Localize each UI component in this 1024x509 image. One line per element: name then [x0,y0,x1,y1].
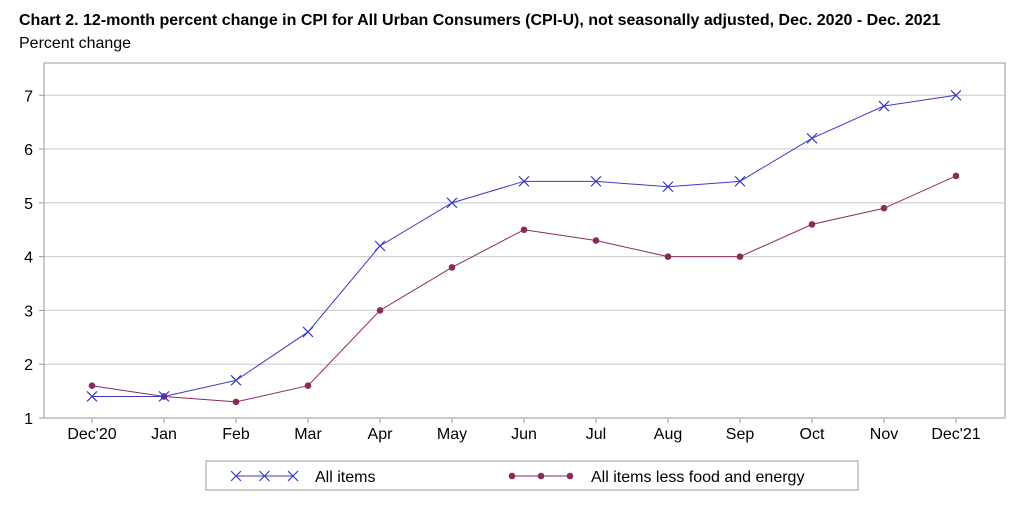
x-tick-label: Aug [654,426,682,443]
data-point-0-0-stroke-b [86,391,98,402]
x-tick-label: Jul [586,426,606,443]
data-point-0-1 [158,391,170,402]
data-point-1-10 [808,221,816,228]
series-line-1 [91,175,957,403]
x-tick-label: Jan [151,426,177,443]
data-point-1-7 [592,237,600,244]
data-point-0-11-stroke-b [878,100,890,112]
data-point-0-3 [302,326,314,338]
x-tick-label: Oct [800,426,825,443]
legend-item-0: All items [230,469,375,486]
grid-lines [44,94,1005,365]
legend-label-0: All items [315,469,375,486]
y-tick-label: 7 [24,88,33,105]
series-1 [88,172,960,406]
legend-marker-1-1 [537,472,545,480]
data-point-0-2-stroke-b [230,374,242,386]
data-point-0-8 [662,181,674,193]
data-point-0-0 [86,391,98,402]
data-point-0-5 [446,197,458,209]
data-point-1-2 [232,398,240,406]
x-tick-label: Mar [294,426,322,443]
y-tick-label: 5 [24,196,33,213]
x-tick-label: Dec'20 [67,426,116,443]
data-point-0-1-stroke-b [158,391,170,402]
data-point-0-2 [230,374,242,386]
data-point-1-3 [304,382,312,390]
legend-marker-0-1-stroke-b [259,470,270,482]
data-point-0-7-stroke-b [590,175,602,187]
axes: 1 2 3 4 5 6 7 Dec'20 Jan Feb Mar Apr May Jun Jul Aug Sep… [24,88,981,443]
series-line-0 [92,94,957,397]
x-tick-label: Jun [511,426,537,443]
data-point-0-10 [806,132,818,144]
legend-marker-0-1 [259,470,270,482]
x-tick-label: Sep [726,426,755,443]
data-point-0-11 [878,100,890,112]
data-point-1-5 [448,264,456,271]
data-point-1-8 [664,253,672,260]
legend-marker-1-2 [566,472,574,480]
data-point-0-8-stroke-b [662,181,674,193]
y-tick-label: 6 [24,142,33,159]
data-point-1-9 [736,253,744,260]
y-axis-label: Percent change [19,35,132,52]
data-point-0-4-stroke-b [374,240,386,252]
chart-title: Chart 2. 12-month percent change in CPI … [19,12,941,29]
y-tick-label: 4 [24,250,33,267]
legend: All items All items less food and energy [205,460,859,491]
data-point-0-6 [518,175,530,187]
legend-marker-0-0-stroke-b [230,470,242,482]
y-tick-label: 1 [24,411,33,428]
data-point-0-9 [734,175,746,187]
series [86,89,962,406]
data-point-1-4 [376,307,384,314]
legend-item-1: All items less food and energy [508,469,804,486]
data-point-0-3-stroke-b [302,326,314,338]
y-tick-label: 2 [24,357,33,374]
x-tick-label: Nov [870,426,898,443]
data-point-0-12 [950,89,962,101]
data-point-1-12 [952,172,960,180]
data-point-0-4 [374,240,386,252]
data-point-0-12-stroke-b [950,89,962,101]
data-point-1-0 [88,382,96,390]
data-point-0-7 [590,175,602,187]
data-point-0-6-stroke-b [518,175,530,187]
data-point-0-10-stroke-b [806,132,818,144]
legend-marker-1-0 [508,472,516,480]
data-point-1-11 [880,204,888,212]
x-tick-label: Feb [222,426,250,443]
x-tick-label: Dec'21 [931,426,980,443]
data-point-1-6 [520,226,528,234]
x-tick-label: Apr [368,426,394,443]
legend-label-1: All items less food and energy [591,469,804,486]
data-point-0-9-stroke-b [734,175,746,187]
series-0 [86,89,962,402]
legend-marker-0-0 [230,470,242,482]
legend-marker-0-2-stroke-b [287,470,299,482]
x-tick-label: May [437,426,467,443]
legend-marker-0-2 [287,470,299,482]
data-point-0-5-stroke-b [446,197,458,209]
y-tick-label: 3 [24,303,33,320]
